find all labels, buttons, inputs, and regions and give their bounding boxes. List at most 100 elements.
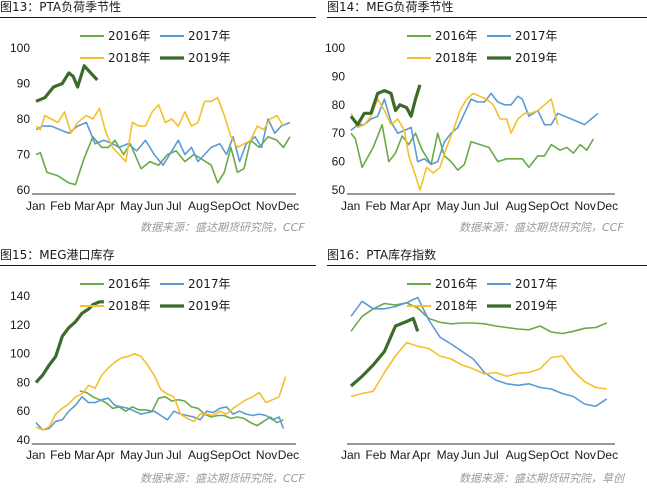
legend-label: 2016年 [435, 29, 478, 43]
series-line-2019年 [349, 84, 422, 127]
y-tick-label: 80 [17, 112, 31, 126]
y-tick-label: 100 [10, 347, 30, 361]
x-tick-label: Jul [483, 448, 498, 462]
series-line-2019年 [35, 64, 99, 103]
legend-entry: 2019年 [160, 299, 231, 313]
x-tick-label: Feb [50, 199, 71, 213]
x-tick-label: Sep [528, 448, 550, 462]
series-line-2018年 [350, 341, 607, 398]
y-tick-label: 50 [332, 183, 346, 197]
x-tick-label: Jan [26, 199, 45, 213]
y-tick-label: 40 [17, 433, 31, 447]
x-tick-label: Jul [166, 448, 181, 462]
legend-entry: 2018年 [80, 51, 151, 65]
chart-plot: 50 60 70 80 90 100 Jan Feb Mar Apr May Jun Jul Aug Sep… [325, 29, 618, 213]
panel-meg-port-stock: 图15：MEG港口库存 40 60 80 100 120 140 Jan Feb Mar Apr M… [0, 248, 320, 489]
chart-plot: Jan Feb Mar Apr May Jun Jul Aug Sep Oct Nov Dec 2016… [341, 277, 618, 462]
legend-label: 2016年 [435, 277, 478, 291]
legend-entry: 2018年 [407, 51, 478, 65]
source-note: 数据来源：盛达期货研究院，草创 [459, 472, 624, 485]
panel-pta-load: 图13：PTA负荷季节性 60 70 80 90 100 Jan Feb Mar Apr May J… [0, 0, 320, 240]
y-tick-label: 60 [17, 404, 31, 418]
y-tick-label: 80 [332, 98, 346, 112]
title-rule [0, 265, 316, 266]
series-line-2019年 [349, 316, 420, 388]
legend-label: 2018年 [108, 51, 151, 65]
x-tick-label: May [437, 448, 460, 462]
series-line-2018年 [35, 96, 285, 163]
legend-label: 2019年 [188, 51, 231, 65]
y-tick-label: 80 [17, 375, 31, 389]
x-tick-label: Sep [528, 199, 550, 213]
title-rule [327, 17, 647, 18]
x-tick-label: Jun [144, 199, 163, 213]
legend-entry: 2018年 [407, 299, 478, 313]
legend-entry: 2019年 [487, 299, 558, 313]
title-rule [0, 17, 316, 18]
y-tick-label: 100 [10, 41, 30, 55]
series-line-2016年 [350, 302, 608, 335]
x-tick-label: Oct [550, 199, 569, 213]
x-tick-label: Mar [390, 448, 411, 462]
legend-entry: 2017年 [160, 277, 231, 291]
legend-entry: 2019年 [160, 51, 231, 65]
y-tick-label: 140 [10, 289, 30, 303]
legend-label: 2016年 [108, 277, 151, 291]
y-tick-label: 60 [332, 155, 346, 169]
x-tick-label: Apr [96, 199, 115, 213]
x-tick-label: Dec [597, 448, 618, 462]
x-tick-label: Jun [461, 448, 480, 462]
y-tick-label: 90 [332, 69, 346, 83]
x-tick-label: Nov [256, 199, 277, 213]
x-tick-label: Jul [483, 199, 498, 213]
x-tick-label: Jan [341, 199, 360, 213]
panel-pta-stock-index: 图16：PTA库存指数 Jan Feb Mar Apr May Jun Jul Aug Sep O… [327, 248, 647, 489]
legend-label: 2018年 [435, 51, 478, 65]
chart-title: 图14：MEG负荷季节性 [327, 0, 454, 14]
x-tick-label: Feb [365, 448, 386, 462]
x-tick-label: Sep [210, 448, 232, 462]
x-tick-label: Feb [365, 199, 386, 213]
series-line-2019年 [34, 300, 104, 384]
y-tick-label: 60 [17, 183, 31, 197]
legend-label: 2017年 [515, 277, 558, 291]
series-line-2018年 [350, 92, 559, 191]
x-tick-label: Feb [50, 448, 71, 462]
legend-entry: 2018年 [80, 299, 151, 313]
x-tick-label: Dec [278, 199, 299, 213]
legend-label: 2019年 [188, 299, 231, 313]
x-tick-label: Jun [144, 448, 163, 462]
x-tick-label: Nov [256, 448, 277, 462]
x-tick-label: May [120, 448, 143, 462]
legend-entry: 2019年 [487, 51, 558, 65]
x-tick-label: Oct [232, 448, 251, 462]
x-tick-label: Apr [96, 448, 115, 462]
x-tick-label: Jan [26, 448, 45, 462]
series-line-2018年 [35, 352, 287, 431]
y-tick-label: 120 [10, 318, 30, 332]
chart-title: 图16：PTA库存指数 [327, 248, 437, 262]
legend-label: 2017年 [515, 29, 558, 43]
x-tick-label: Mar [74, 199, 95, 213]
panel-meg-load: 图14：MEG负荷季节性 50 60 70 80 90 100 Jan Feb Mar Apr Ma… [325, 0, 647, 240]
x-tick-label: Oct [550, 448, 569, 462]
x-tick-label: Aug [506, 199, 527, 213]
legend-label: 2018年 [435, 299, 478, 313]
x-tick-label: Mar [390, 199, 411, 213]
y-tick-label: 100 [325, 41, 345, 55]
x-tick-label: Jun [461, 199, 480, 213]
legend-label: 2017年 [188, 277, 231, 291]
x-tick-label: Dec [278, 448, 299, 462]
series-line-2017年 [350, 296, 608, 408]
chart-title: 图15：MEG港口库存 [0, 248, 115, 262]
series-line-2016年 [350, 123, 595, 171]
legend-entry: 2016年 [407, 277, 478, 291]
legend-label: 2018年 [108, 299, 151, 313]
series-line-2016年 [35, 136, 291, 186]
legend-label: 2017年 [188, 29, 231, 43]
legend-label: 2019年 [515, 299, 558, 313]
legend-entry: 2016年 [80, 29, 151, 43]
x-tick-label: Apr [412, 199, 431, 213]
x-tick-label: Jul [166, 199, 181, 213]
y-tick-label: 70 [332, 126, 346, 140]
